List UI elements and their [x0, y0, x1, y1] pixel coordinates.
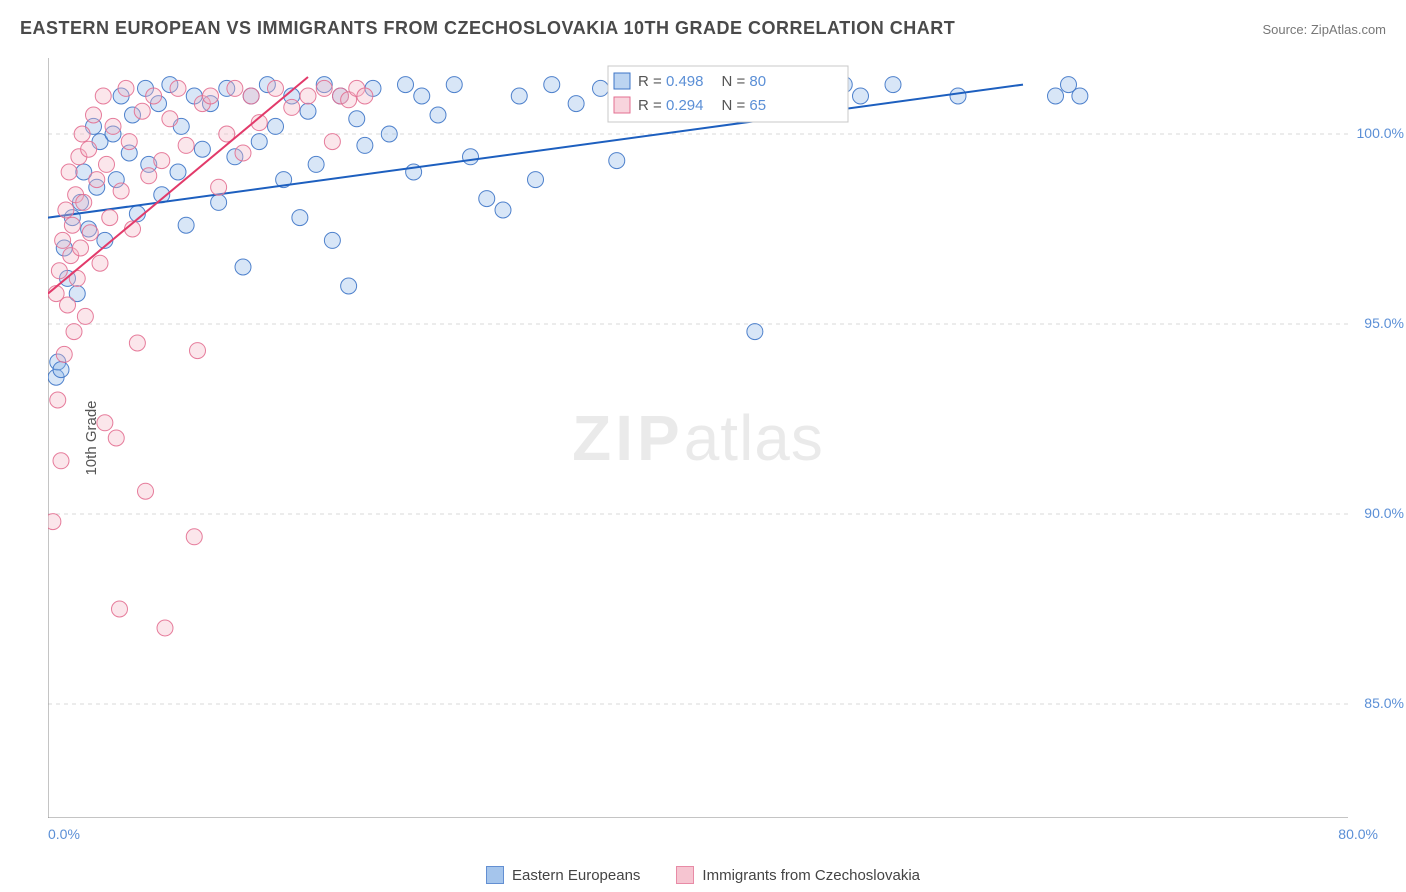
chart-svg: R = 0.498N = 80 R = 0.294N = 65 [48, 58, 1348, 818]
legend-item-blue: Eastern Europeans [486, 866, 640, 884]
y-tick-label: 100.0% [1357, 125, 1404, 141]
legend-label-pink: Immigrants from Czechoslovakia [702, 867, 920, 884]
y-axis-label: 10th Grade [83, 400, 100, 475]
source-text: Source: ZipAtlas.com [1262, 22, 1386, 37]
y-tick-label: 85.0% [1364, 695, 1404, 711]
legend-label-blue: Eastern Europeans [512, 867, 640, 884]
chart-title: EASTERN EUROPEAN VS IMMIGRANTS FROM CZEC… [20, 18, 955, 39]
svg-text:R = 0.294N = 65: R = 0.294N = 65 [638, 97, 766, 114]
plot-area: 10th Grade R = 0.498N = 80 R = 0.294N = 6… [48, 58, 1348, 818]
y-tick-label: 90.0% [1364, 505, 1404, 521]
swatch-pink [676, 866, 694, 884]
x-tick-max: 80.0% [1338, 826, 1378, 842]
bottom-legend: Eastern Europeans Immigrants from Czecho… [0, 866, 1406, 884]
legend-item-pink: Immigrants from Czechoslovakia [676, 866, 920, 884]
y-tick-label: 95.0% [1364, 315, 1404, 331]
svg-text:R = 0.498N = 80: R = 0.498N = 80 [638, 73, 766, 90]
swatch-blue [486, 866, 504, 884]
x-tick-min: 0.0% [48, 826, 80, 842]
